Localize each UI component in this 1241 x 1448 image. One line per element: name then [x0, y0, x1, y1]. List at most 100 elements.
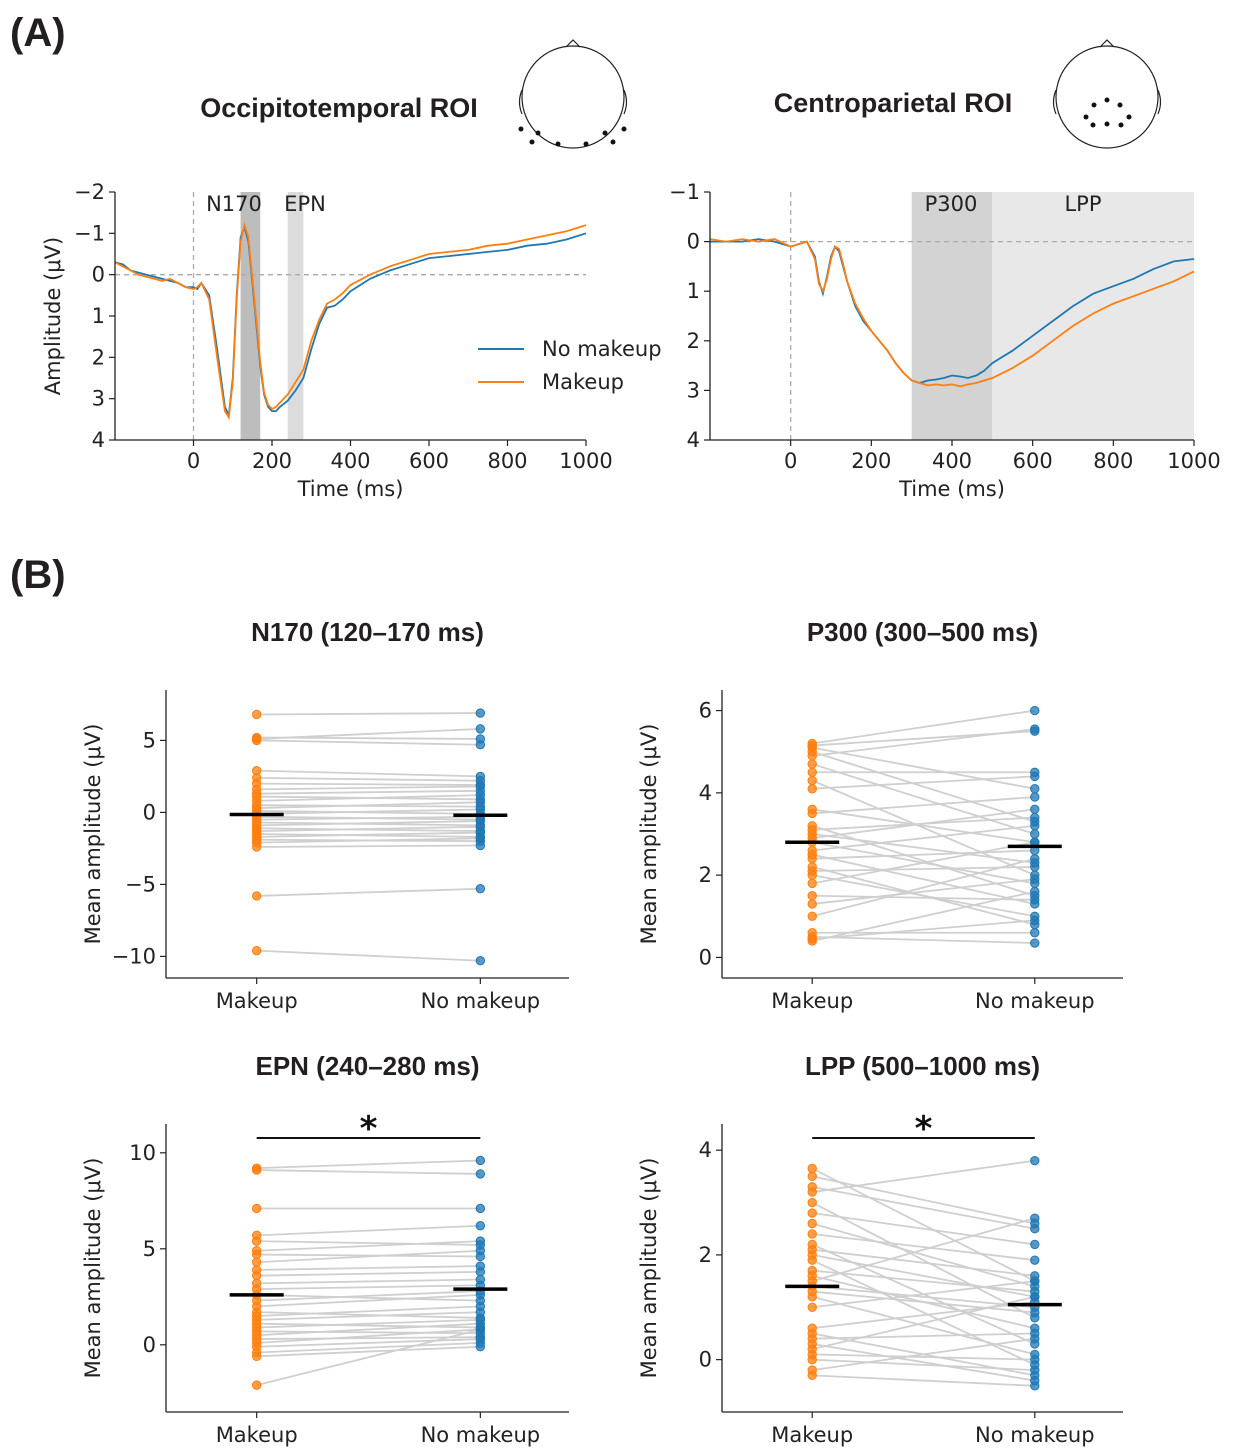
paired-line — [256, 1253, 481, 1258]
y-tick-label: 0 — [143, 800, 156, 824]
makeup-point — [807, 1208, 817, 1218]
makeup-point — [807, 775, 817, 786]
makeup-point — [251, 1257, 262, 1267]
x-tick-label: 800 — [1093, 449, 1133, 473]
paired-line — [812, 935, 1035, 944]
window-label-n170: N170 — [206, 192, 262, 216]
paired-line — [812, 1343, 1035, 1382]
paired-line — [812, 1337, 1035, 1372]
paired-line — [256, 1345, 481, 1358]
paired-line — [256, 785, 481, 791]
paired-line — [811, 1217, 1036, 1282]
no-makeup-point — [1030, 812, 1040, 823]
paired-line — [811, 763, 1036, 835]
no-makeup-point — [1030, 853, 1040, 864]
paired-line — [256, 1284, 481, 1291]
y-tick-label: 1 — [92, 304, 105, 328]
y-tick-label: −2 — [74, 180, 105, 204]
makeup-point — [807, 808, 817, 819]
chart-title: EPN (240–280 ms) — [255, 1051, 479, 1081]
paired-line — [256, 1169, 481, 1175]
makeup-point — [251, 891, 262, 901]
paired-line — [812, 1290, 1035, 1314]
series-line-no-makeup — [114, 224, 587, 419]
makeup-point — [807, 759, 817, 769]
no-makeup-point — [475, 1307, 486, 1317]
x-tick-label: 1000 — [1167, 449, 1220, 473]
makeup-point — [251, 1351, 262, 1362]
paired-line — [811, 1222, 1036, 1288]
makeup-point — [807, 1370, 817, 1381]
paired-line — [812, 919, 1035, 940]
makeup-point — [807, 1255, 817, 1265]
paired-line — [812, 824, 1035, 852]
makeup-point — [807, 1229, 817, 1239]
no-makeup-point — [1030, 1255, 1040, 1265]
no-makeup-point — [1030, 792, 1040, 802]
paired-line — [812, 890, 1035, 942]
paired-line — [812, 1295, 1035, 1351]
paired-line — [812, 796, 1035, 815]
makeup-point — [251, 1249, 262, 1260]
no-makeup-point — [475, 1290, 486, 1300]
panel-label-a: (A) — [10, 11, 66, 55]
y-tick-label: 2 — [687, 329, 700, 353]
paired-line — [256, 1322, 481, 1329]
no-makeup-point — [1030, 915, 1040, 926]
paired-line — [256, 1336, 481, 1340]
makeup-point — [807, 767, 817, 777]
paired-line — [811, 779, 1036, 876]
y-tick-label: −1 — [669, 180, 700, 204]
paired-line — [812, 1233, 1035, 1262]
paired-line — [256, 1265, 481, 1271]
no-makeup-point — [1030, 1381, 1040, 1391]
occipitotemporal-head-icon — [518, 39, 628, 149]
paired-line — [256, 1328, 481, 1386]
category-label: Makeup — [216, 1423, 298, 1447]
no-makeup-point — [1030, 771, 1040, 782]
category-label: No makeup — [421, 1423, 541, 1447]
y-tick-label: 6 — [699, 699, 712, 723]
paired-line — [256, 820, 481, 827]
significance-star: * — [360, 1109, 378, 1149]
no-makeup-point — [1030, 1354, 1040, 1365]
paired-line — [812, 1280, 1035, 1309]
paired-line — [812, 1353, 1035, 1361]
paired-line — [812, 728, 1035, 757]
no-makeup-point — [1030, 1365, 1040, 1375]
makeup-point — [251, 1165, 262, 1175]
no-makeup-point — [475, 1221, 486, 1231]
no-makeup-point — [475, 884, 486, 894]
paired-line — [256, 1328, 481, 1344]
x-axis-label: Time (ms) — [297, 477, 404, 501]
y-axis-label: Amplitude (μV) — [41, 237, 65, 395]
paired-line — [256, 739, 481, 746]
paired-line — [812, 853, 1035, 905]
paired-line — [256, 1290, 481, 1302]
paired-line — [256, 769, 481, 778]
paired-line — [811, 857, 1036, 918]
paired-line — [256, 844, 481, 848]
paired-line — [812, 849, 1035, 860]
paired-line — [812, 1212, 1035, 1246]
chart-title: LPP (500–1000 ms) — [805, 1051, 1040, 1081]
paired-line — [256, 789, 481, 795]
no-makeup-point — [475, 724, 486, 734]
paired-line — [812, 874, 1035, 918]
paired-line — [256, 1293, 481, 1302]
paired-line — [812, 775, 1035, 790]
paired-line — [812, 1254, 1035, 1298]
category-label: Makeup — [771, 1423, 853, 1447]
no-makeup-point — [1030, 1239, 1040, 1250]
paired-line — [812, 808, 1035, 840]
paired-line — [812, 1358, 1035, 1372]
no-makeup-point — [1030, 804, 1040, 815]
series-line-makeup — [114, 221, 587, 420]
makeup-point — [807, 936, 817, 946]
y-tick-label: −1 — [74, 221, 105, 245]
y-tick-label: 5 — [143, 728, 156, 752]
paired-line — [812, 1175, 1035, 1225]
chart-title: P300 (300–500 ms) — [807, 617, 1038, 647]
paired-line — [256, 1293, 481, 1308]
